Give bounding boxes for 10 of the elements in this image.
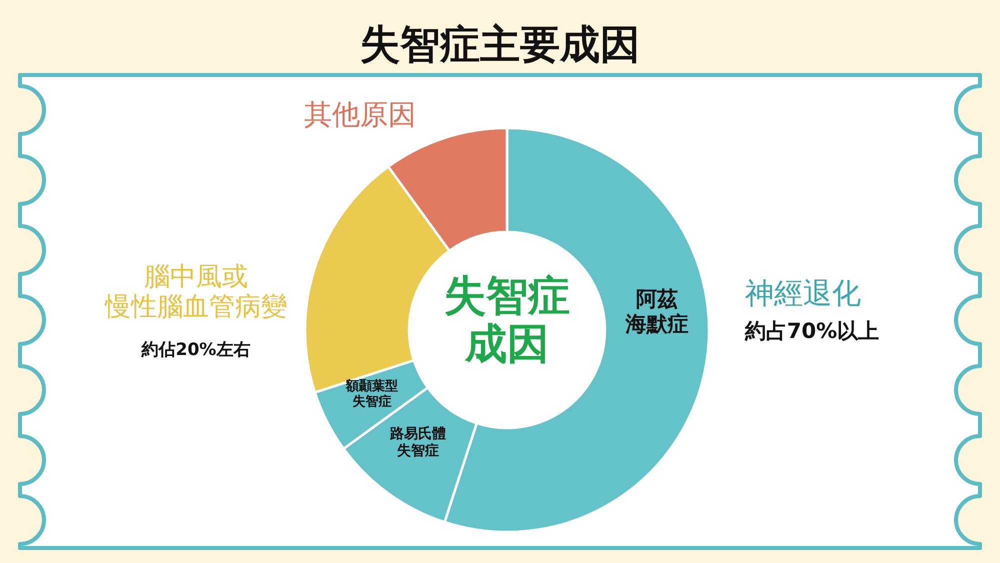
slice-label: 額顳葉型失智症 [345, 378, 398, 410]
text: 約占70%以上 [744, 319, 880, 343]
chart-title: 失智症主要成因 [360, 22, 640, 68]
slice-label: 阿茲海默症 [624, 287, 688, 336]
text: 神經退化 [745, 276, 861, 310]
slice-label: 路易氏體失智症 [389, 425, 446, 459]
text: 失智症成因 [444, 271, 570, 368]
text: 約佔20%左右 [140, 340, 250, 360]
slice-label: 腦中風或慢性腦血管病變 [104, 262, 287, 322]
slice-label: 其他原因 [304, 98, 416, 131]
